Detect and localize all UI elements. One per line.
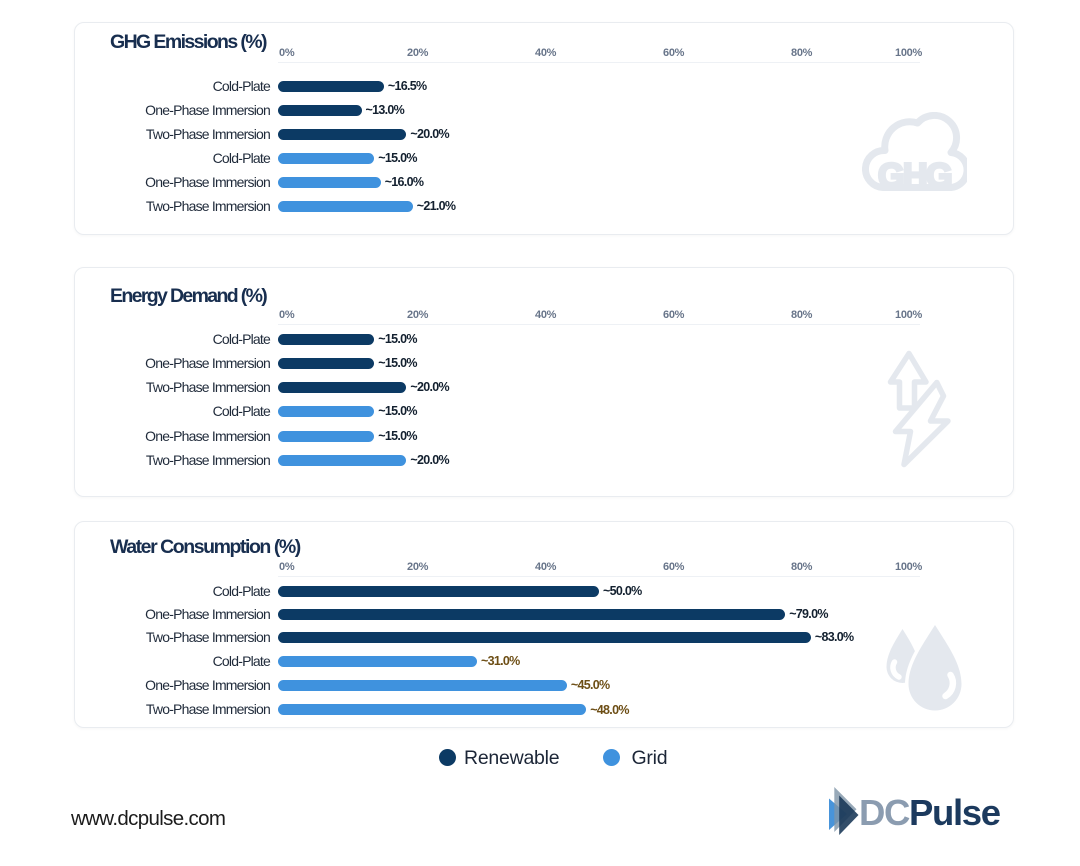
svg-text:GHG: GHG: [878, 157, 951, 191]
